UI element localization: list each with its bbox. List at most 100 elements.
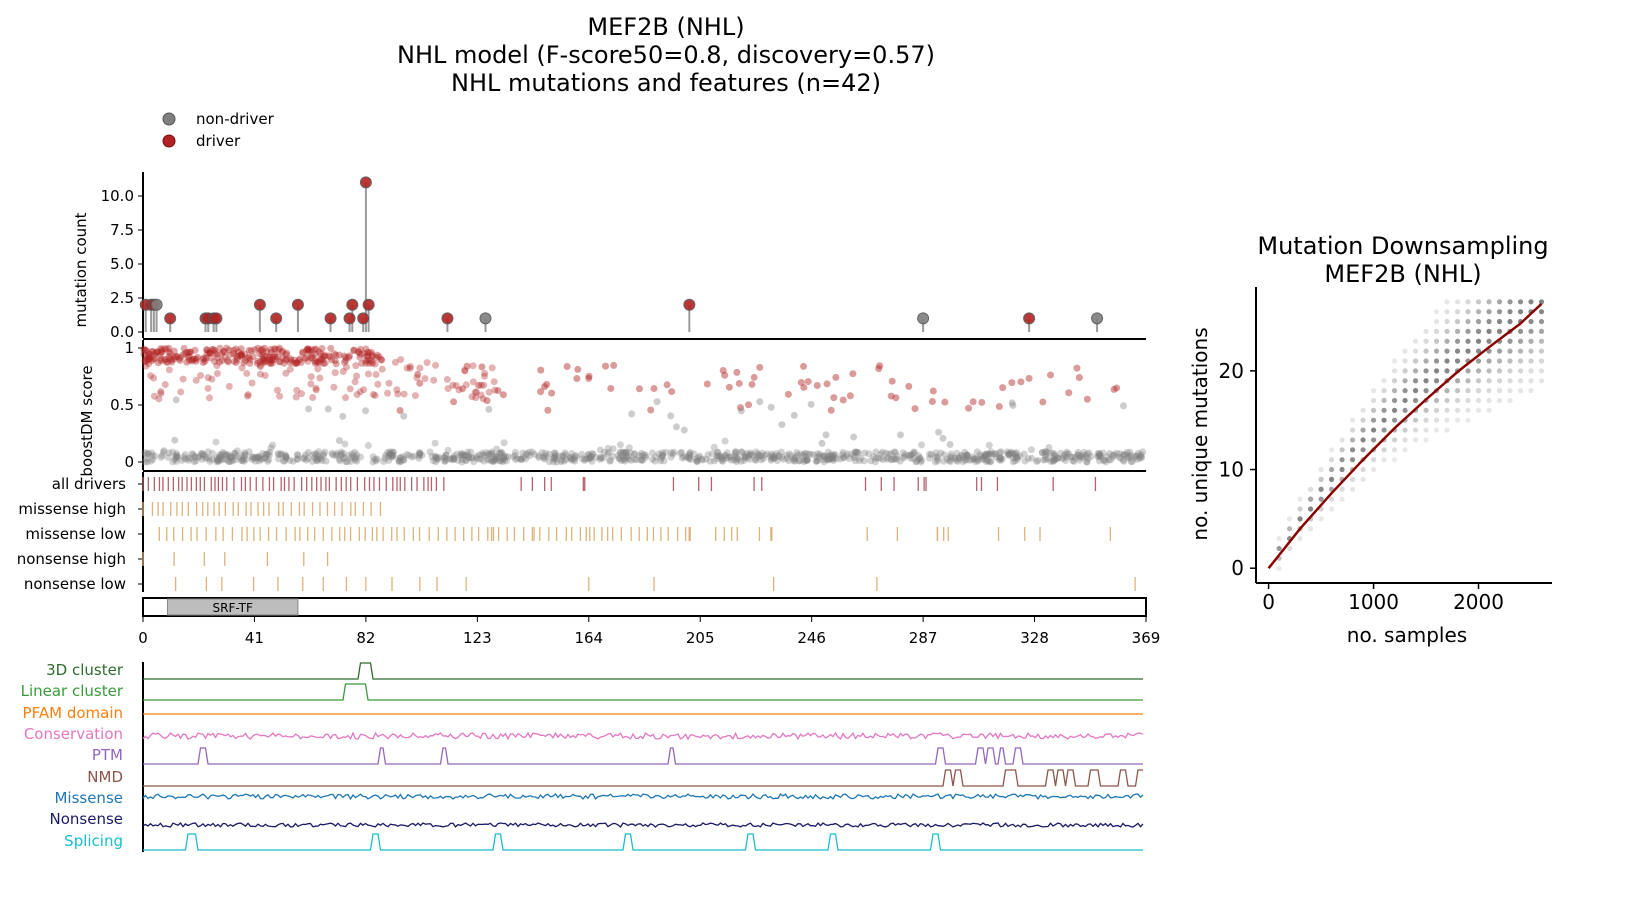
non-driver-score-point (826, 452, 834, 460)
driver-score-point (184, 353, 192, 361)
downsampling-point (1391, 378, 1398, 384)
non-driver-score-point (586, 454, 594, 462)
driver-score-point (206, 394, 214, 402)
driver-score-point (362, 359, 370, 367)
driver-score-point (304, 345, 312, 353)
driver-score-point (461, 366, 469, 374)
non-driver-score-point (827, 455, 835, 463)
non-driver-score-point (877, 450, 885, 458)
driver-score-point (406, 364, 414, 372)
non-driver-score-point (752, 448, 760, 456)
non-driver-score-point (241, 450, 249, 458)
driver-score-point (1110, 385, 1118, 393)
non-driver-score-point (718, 455, 726, 463)
non-driver-score-point (741, 453, 749, 461)
non-driver-score-point (264, 457, 272, 465)
driver-score-point (276, 344, 284, 352)
driver-score-point (206, 349, 214, 357)
driver-score-point (488, 364, 496, 372)
driver-score-point (849, 370, 857, 378)
non-driver-score-point (352, 453, 360, 461)
driver-score-point (736, 404, 744, 412)
driver-lollipop-head (291, 298, 304, 311)
non-driver-score-point (339, 455, 347, 463)
non-driver-score-point (631, 449, 639, 457)
driver-score-point (832, 373, 840, 381)
non-driver-score-point (1014, 453, 1022, 461)
driver-score-point (416, 364, 424, 372)
downsampling-point (1507, 318, 1513, 325)
downsampling-point (1465, 388, 1471, 394)
driver-score-point (403, 364, 411, 372)
driver-score-point (750, 373, 758, 381)
non-driver-score-point (637, 456, 645, 464)
downsampling-point (1475, 378, 1482, 384)
non-driver-score-point (731, 449, 739, 457)
non-driver-score-point (1139, 448, 1147, 456)
non-driver-score-point (199, 451, 207, 459)
non-driver-score-point (911, 449, 919, 457)
non-driver-score-point (442, 451, 450, 459)
non-driver-score-point (469, 454, 477, 462)
non-driver-score-point (568, 450, 576, 458)
non-driver-score-point (852, 448, 860, 456)
non-driver-score-point (251, 454, 259, 462)
driver-score-point (1113, 384, 1121, 392)
non-driver-score-point (281, 453, 289, 461)
driver-score-point (341, 394, 349, 402)
driver-score-point (256, 350, 264, 358)
non-driver-score-point (597, 454, 605, 462)
driver-score-point (271, 351, 279, 359)
downsampling-point (1475, 407, 1482, 413)
non-driver-score-point (642, 451, 650, 459)
non-driver-score-point (997, 448, 1005, 456)
non-driver-score-point (552, 455, 560, 463)
non-driver-score-point (484, 456, 492, 464)
driver-score-point (354, 348, 362, 356)
driver-score-point (237, 351, 245, 359)
non-driver-lollipop-head (150, 298, 163, 311)
non-driver-score-point (767, 450, 775, 458)
non-driver-score-point (939, 434, 947, 442)
driver-score-point (314, 357, 322, 365)
non-driver-score-point (1060, 451, 1068, 459)
non-driver-score-point (148, 452, 156, 460)
boostdm-score-panel: 00.51 (110, 339, 1147, 472)
non-driver-score-point (450, 454, 458, 462)
non-driver-score-point (316, 455, 324, 463)
downsampling-point (1339, 437, 1345, 443)
non-driver-score-point (785, 450, 793, 458)
non-driver-score-point (978, 455, 986, 463)
non-driver-score-point (1083, 458, 1091, 466)
downsampling-point (1444, 309, 1450, 315)
downsampling-point (1391, 397, 1398, 404)
non-driver-score-point (1116, 453, 1124, 461)
non-driver-score-point (706, 457, 714, 465)
downsampling-point (1507, 299, 1513, 305)
driver-score-point (469, 362, 477, 370)
non-driver-score-point (1069, 457, 1077, 465)
non-driver-score-point (1062, 456, 1070, 464)
non-driver-score-point (814, 450, 822, 458)
downsampling-point (1318, 486, 1324, 492)
downsampling-point (1360, 447, 1366, 453)
non-driver-score-point (535, 452, 543, 460)
driver-score-point (223, 344, 231, 352)
downsampling-point (1297, 496, 1303, 502)
driver-score-point (483, 397, 491, 405)
non-driver-score-point (342, 458, 350, 466)
driver-score-point (185, 352, 193, 360)
feature-label: Nonsense (50, 810, 124, 828)
driver-score-point (318, 355, 326, 363)
non-driver-score-point (871, 458, 879, 466)
downsampling-point (1433, 328, 1440, 334)
non-driver-score-point (584, 451, 592, 459)
downsampling-point (1286, 526, 1293, 532)
downsampling-point (1370, 457, 1377, 463)
non-driver-score-point (771, 454, 779, 462)
non-driver-score-point (801, 450, 809, 458)
non-driver-score-point (829, 455, 837, 463)
driver-score-point (165, 344, 173, 352)
driver-score-point (148, 357, 156, 365)
y-tick-label: 20 (1219, 359, 1244, 383)
